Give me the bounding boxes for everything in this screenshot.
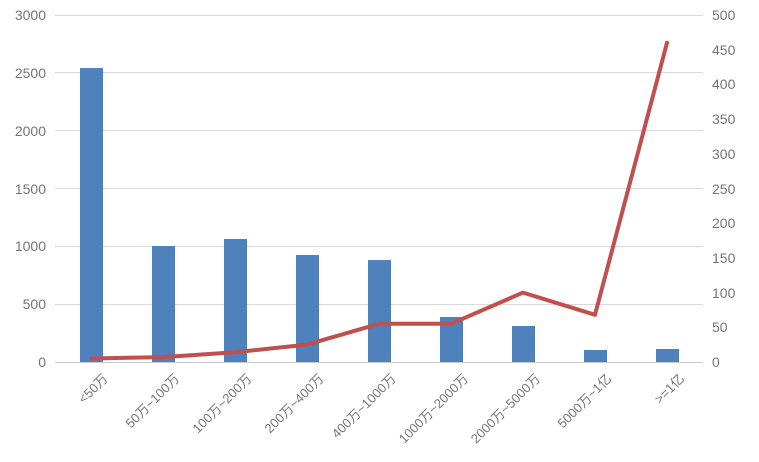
right-axis-tick-250: 250 — [712, 180, 736, 197]
gridline — [55, 188, 703, 189]
gridline — [55, 72, 703, 74]
right-axis-tick-200: 200 — [712, 215, 736, 232]
right-axis-tick-0: 0 — [712, 354, 720, 370]
right-axis-tick-150: 150 — [712, 249, 736, 266]
bar-0 — [79, 68, 103, 362]
right-axis-tick-50: 50 — [712, 319, 728, 336]
category-label-4: 400万~1000万 — [328, 371, 399, 442]
line-path — [89, 40, 669, 361]
line-series — [89, 40, 669, 361]
left-axis-tick-1500: 1500 — [14, 180, 46, 197]
right-axis-tick-450: 450 — [712, 41, 736, 58]
category-label-0: <50万 — [75, 371, 111, 407]
category-label-1: 50万~100万 — [122, 371, 183, 431]
category-label-7: 5000万~1亿 — [554, 371, 615, 431]
right-axis-tick-400: 400 — [712, 76, 736, 93]
bar-3 — [295, 255, 319, 362]
left-axis-tick-2000: 2000 — [14, 122, 46, 139]
plot-area — [55, 14, 703, 363]
category-label-6: 2000万~5000万 — [467, 371, 543, 447]
right-axis-tick-100: 100 — [712, 284, 736, 301]
bar-1 — [151, 245, 175, 362]
right-axis-tick-300: 300 — [712, 145, 736, 162]
left-axis-tick-1000: 1000 — [14, 238, 46, 255]
bar-5 — [439, 316, 463, 362]
category-label-2: 100万~200万 — [189, 371, 255, 437]
bar-7 — [583, 350, 607, 362]
left-axis-tick-2500: 2500 — [14, 64, 46, 81]
left-axis-tick-0: 0 — [38, 354, 46, 370]
left-axis-tick-3000: 3000 — [14, 7, 46, 23]
category-label-8: >=1亿 — [650, 371, 687, 407]
right-axis-tick-350: 350 — [712, 111, 736, 128]
bar-8 — [655, 348, 679, 362]
gridline — [55, 130, 703, 132]
bar-2 — [223, 239, 247, 362]
x-axis-line — [55, 361, 703, 363]
right-axis-tick-500: 500 — [712, 7, 736, 23]
left-axis-tick-500: 500 — [22, 296, 46, 313]
gridline — [55, 14, 703, 16]
bar-6 — [511, 326, 535, 362]
bar-4 — [367, 259, 391, 362]
category-label-3: 200万~400万 — [261, 371, 327, 437]
category-label-5: 1000万~2000万 — [395, 371, 471, 447]
gridline — [55, 245, 703, 247]
